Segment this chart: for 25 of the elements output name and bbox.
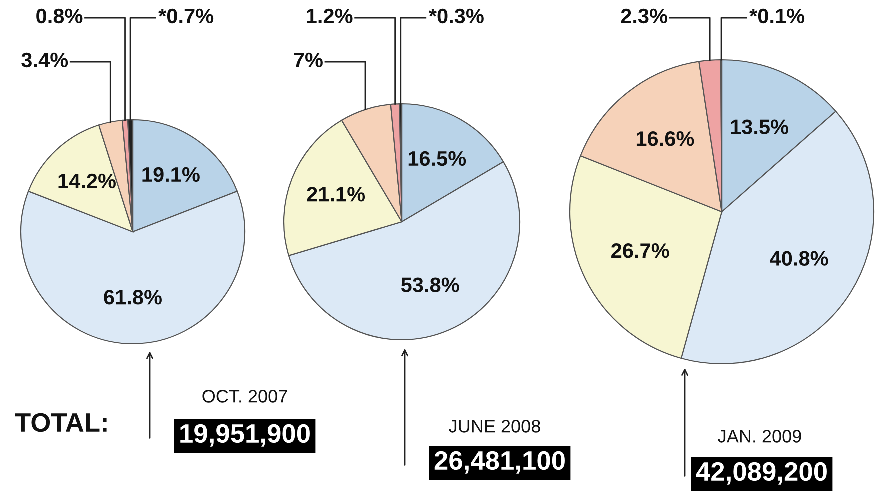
text: OCT. 2007 [202, 390, 288, 403]
text: 42,089,200 [696, 462, 827, 485]
data-label: 0.8% [36, 8, 83, 24]
data-label: 14.2% [58, 174, 116, 189]
data-label: 53.8% [401, 278, 460, 292]
data-label: 26.7% [612, 243, 670, 258]
data-label: 7% [294, 52, 323, 68]
data-label: 3.4% [22, 52, 68, 68]
data-label: 61.8% [104, 290, 162, 305]
text: 26,481,100 [434, 451, 565, 474]
data-label: 2.3% [621, 8, 668, 24]
text: JAN. 2009 [718, 430, 802, 443]
data-label: *0.7% [158, 8, 214, 24]
text: 19,951,900 [180, 424, 310, 447]
text: TOTAL: [15, 413, 107, 432]
data-label: 1.2% [307, 8, 353, 24]
data-label: 21.1% [307, 187, 366, 202]
text: JUNE 2008 [449, 420, 540, 433]
data-label: *0.3% [428, 8, 484, 24]
data-label: 16.5% [408, 151, 466, 166]
data-label: *0.1% [750, 8, 805, 24]
data-label: 19.1% [142, 167, 200, 182]
data-label: 16.6% [636, 131, 694, 146]
data-label: 13.5% [731, 120, 789, 134]
data-label: 40.8% [770, 251, 828, 266]
